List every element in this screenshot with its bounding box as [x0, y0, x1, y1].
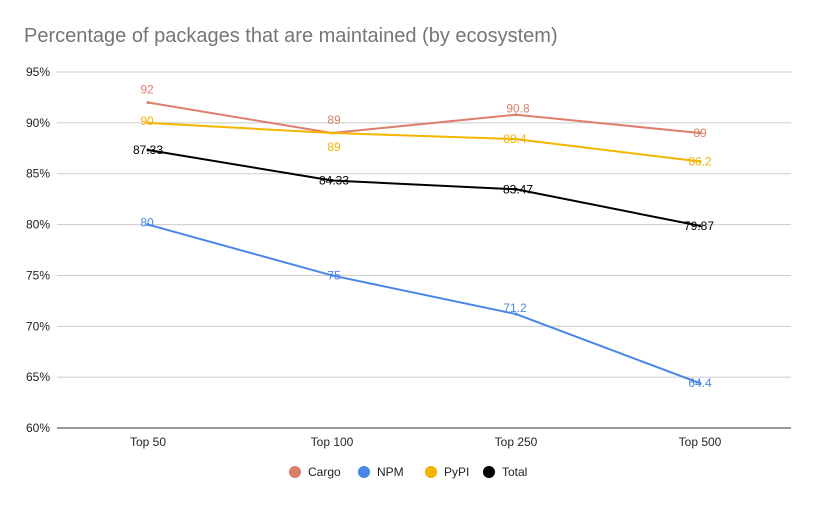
x-tick-label: Top 500 [679, 435, 722, 449]
data-label-cargo: 90.8 [506, 102, 530, 116]
y-tick-label: 90% [26, 116, 50, 130]
series-line-pypi [147, 121, 701, 163]
y-tick-label: 95% [26, 65, 50, 79]
legend[interactable]: Cargo NPM PyPI Total [289, 465, 527, 479]
data-label-total: 87.33 [133, 143, 163, 157]
series-lines [146, 101, 702, 385]
data-label-npm: 80 [140, 216, 154, 230]
data-point-npm [514, 312, 518, 316]
y-tick-label: 80% [26, 218, 50, 232]
series-line-cargo [147, 101, 701, 135]
gridlines [57, 71, 791, 429]
series-line-total [147, 149, 701, 227]
data-label-cargo: 89 [327, 113, 341, 127]
x-tick-label: Top 100 [311, 435, 354, 449]
y-axis: 60% 65% 70% 75% 80% 85% 90% 95% [26, 65, 50, 435]
data-label-npm: 64.4 [688, 376, 712, 390]
data-label-cargo: 92 [140, 83, 154, 97]
legend-swatch [358, 466, 370, 478]
data-label-total: 84.33 [319, 174, 349, 188]
data-point-pypi [514, 137, 518, 141]
data-point-cargo [146, 101, 150, 105]
data-point-total [514, 187, 518, 191]
y-tick-label: 65% [26, 370, 50, 384]
legend-label: Total [502, 465, 527, 479]
legend-label: Cargo [308, 465, 341, 479]
legend-swatch [289, 466, 301, 478]
data-point-pypi [330, 131, 334, 135]
legend-item-total[interactable]: Total [483, 465, 527, 479]
data-point-pypi [146, 121, 150, 125]
data-label-total: 79.87 [684, 219, 714, 233]
data-label-cargo: 89 [693, 126, 707, 140]
data-point-cargo [514, 113, 518, 117]
data-label-pypi: 86.2 [688, 155, 712, 169]
data-label-pypi: 89 [327, 140, 341, 154]
legend-item-cargo[interactable]: Cargo [289, 465, 341, 479]
data-point-pypi [698, 160, 702, 164]
y-tick-label: 85% [26, 167, 50, 181]
legend-swatch [425, 466, 437, 478]
data-label-npm: 71.2 [503, 301, 527, 315]
data-point-total [146, 148, 150, 152]
chart-title: Percentage of packages that are maintain… [24, 25, 558, 47]
y-tick-label: 60% [26, 421, 50, 435]
y-tick-label: 75% [26, 268, 50, 282]
x-tick-label: Top 250 [495, 435, 538, 449]
legend-item-pypi[interactable]: PyPI [425, 465, 469, 479]
y-tick-label: 70% [26, 319, 50, 333]
legend-label: PyPI [444, 465, 469, 479]
data-label-pypi: 90 [140, 114, 154, 128]
x-tick-label: Top 50 [130, 435, 166, 449]
data-point-cargo [698, 131, 702, 135]
data-label-total: 83.47 [503, 182, 533, 196]
x-axis: Top 50 Top 100 Top 250 Top 500 [130, 435, 722, 449]
data-point-npm [698, 381, 702, 385]
legend-swatch [483, 466, 495, 478]
legend-item-npm[interactable]: NPM [358, 465, 404, 479]
data-point-total [698, 224, 702, 228]
data-point-npm [330, 273, 334, 277]
data-point-npm [146, 223, 150, 227]
legend-label: NPM [377, 465, 404, 479]
data-label-npm: 75 [327, 268, 341, 282]
data-labels: 92 89 90.8 89 80 75 71.2 64.4 90 89 88.4 86.2 87.33 8… [133, 83, 714, 391]
data-point-total [330, 179, 334, 183]
series-line-npm [147, 223, 701, 385]
data-label-pypi: 88.4 [503, 132, 527, 146]
